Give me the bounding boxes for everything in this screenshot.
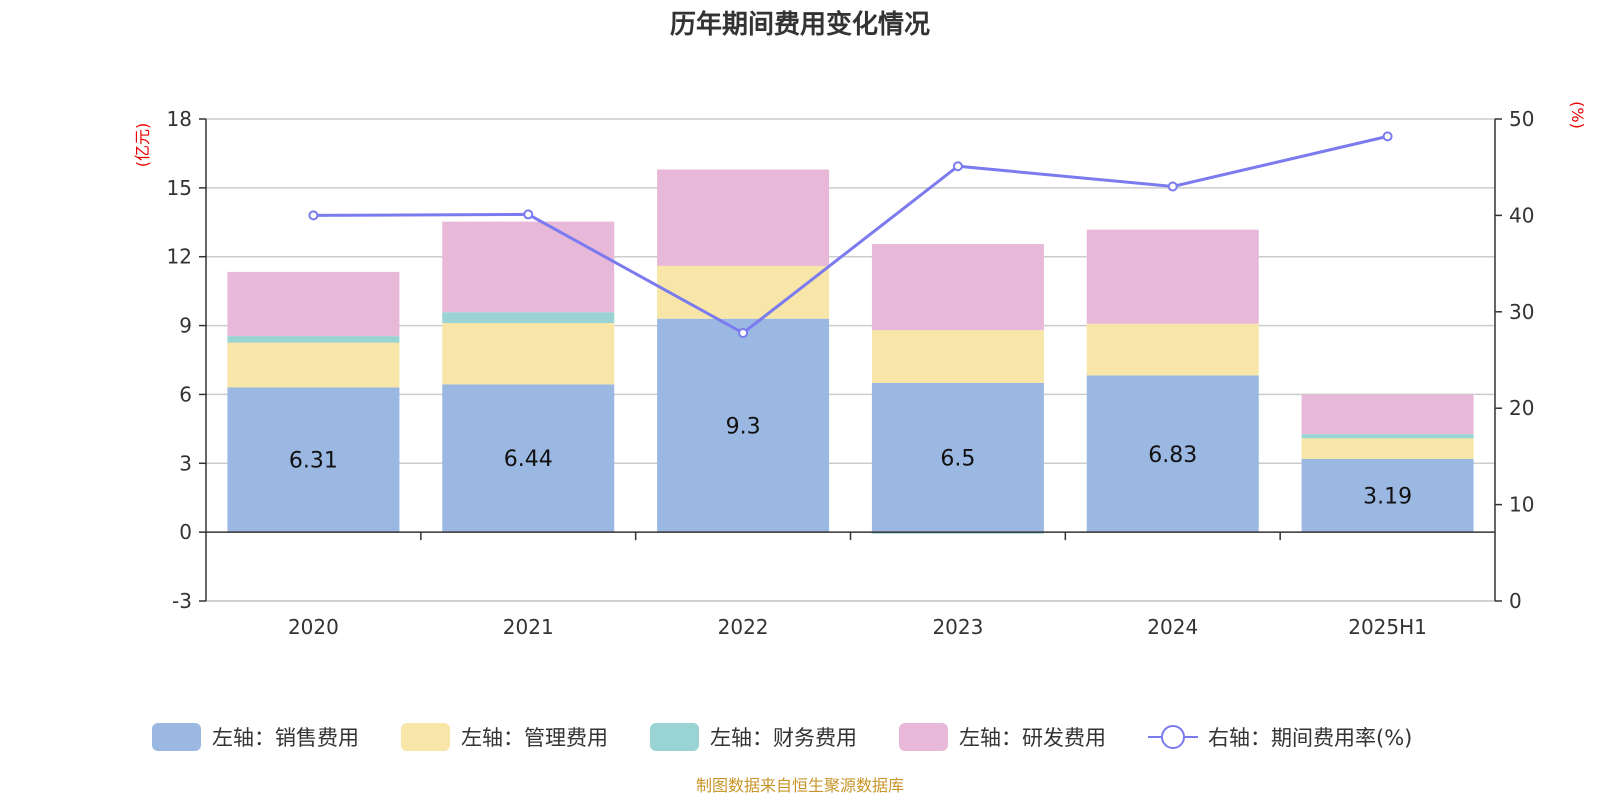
- right-tick-label: 10: [1509, 493, 1534, 517]
- bar-0-2021: [442, 384, 615, 533]
- bar-1-2025H1: [1301, 438, 1474, 459]
- data-label: 6.44: [504, 447, 553, 472]
- left-tick-label: -3: [172, 589, 192, 613]
- right-tick-label: 40: [1509, 203, 1534, 227]
- bar-2-2023: [871, 532, 1044, 534]
- legend: 左轴：销售费用 左轴：管理费用 左轴：财务费用 左轴：研发费用 右轴：期间费用率(%): [152, 723, 1412, 751]
- left-tick-label: 6: [179, 382, 192, 406]
- chart-title: 历年期间费用变化情况: [670, 9, 930, 40]
- x-tick-label: 2020: [288, 615, 339, 639]
- bar-0-2025H1: [1301, 458, 1474, 533]
- rate-point-2021: [523, 209, 534, 220]
- bar-0-2024: [1086, 375, 1259, 533]
- right-tick-label: 30: [1509, 300, 1534, 324]
- bar-1-2023: [871, 330, 1044, 383]
- bar-1-2024: [1086, 323, 1259, 376]
- rate-point-2020: [308, 210, 319, 221]
- bar-3-2023: [871, 244, 1044, 331]
- bars: [227, 169, 1474, 534]
- grid-lines: [206, 118, 1495, 602]
- left-tick-label: 9: [179, 314, 192, 338]
- bar-3-2020: [227, 271, 400, 337]
- bar-3-2024: [1086, 229, 1259, 324]
- x-tick-label: 2023: [932, 615, 983, 639]
- bar-1-2021: [442, 323, 615, 385]
- legend-label-0: 左轴：销售费用: [212, 726, 359, 750]
- bar-0-2023: [871, 382, 1044, 533]
- right-tick-label: 50: [1509, 107, 1534, 131]
- bar-2-2021: [442, 312, 615, 324]
- legend-label-3: 左轴：研发费用: [959, 726, 1106, 750]
- x-tick-label: 2024: [1147, 615, 1198, 639]
- legend-swatch-2: [650, 723, 699, 751]
- data-label: 9.3: [726, 414, 761, 439]
- bar-3-2022: [657, 169, 830, 266]
- left-axis-unit: (亿元): [133, 123, 152, 168]
- legend-label-4: 右轴：期间费用率(%): [1208, 726, 1412, 750]
- bar-3-2021: [442, 221, 615, 313]
- x-tick-label: 2022: [718, 615, 769, 639]
- rate-point-2025H1: [1382, 131, 1393, 142]
- data-label: 6.83: [1148, 443, 1197, 468]
- right-tick-label: 20: [1509, 396, 1534, 420]
- bar-2-2025H1: [1301, 434, 1474, 439]
- legend-line-marker: [1161, 725, 1185, 749]
- data-label: 6.31: [289, 449, 338, 474]
- legend-swatch-1: [401, 723, 450, 751]
- left-tick-label: 15: [167, 176, 192, 200]
- legend-label-2: 左轴：财务费用: [710, 726, 857, 750]
- rate-line: [308, 131, 1393, 339]
- bar-0-2020: [227, 387, 400, 533]
- data-label: 6.5: [940, 447, 975, 472]
- bar-1-2022: [657, 265, 830, 319]
- left-tick-label: 12: [167, 245, 192, 269]
- x-tick-label: 2025H1: [1348, 615, 1427, 639]
- legend-swatch-0: [152, 723, 201, 751]
- rate-point-2023: [952, 161, 963, 172]
- bar-3-2025H1: [1301, 394, 1474, 435]
- data-labels: 6.31 6.44 9.3 6.5 6.83 3.19: [289, 414, 1412, 509]
- rate-line-path: [313, 134, 1388, 335]
- data-label: 3.19: [1363, 485, 1412, 510]
- x-tick-label: 2021: [503, 615, 554, 639]
- axes: -3 0 3 6 9 12 15 18 0 10 20 30 40 50 2020 2021 2022 2023 2…: [167, 107, 1535, 639]
- source-note: 制图数据来自恒生聚源数据库: [696, 776, 904, 795]
- left-tick-label: 0: [179, 520, 192, 544]
- legend-swatch-3: [899, 723, 948, 751]
- rate-point-2022: [738, 328, 749, 339]
- left-tick-label: 18: [167, 107, 192, 131]
- right-axis-unit: (%): [1568, 101, 1587, 129]
- bar-2-2020: [227, 336, 400, 343]
- rate-point-2024: [1167, 181, 1178, 192]
- legend-label-1: 左轴：管理费用: [461, 726, 608, 750]
- left-tick-label: 3: [179, 451, 192, 475]
- right-tick-label: 0: [1509, 589, 1522, 613]
- bar-0-2022: [657, 318, 830, 533]
- bar-1-2020: [227, 342, 400, 388]
